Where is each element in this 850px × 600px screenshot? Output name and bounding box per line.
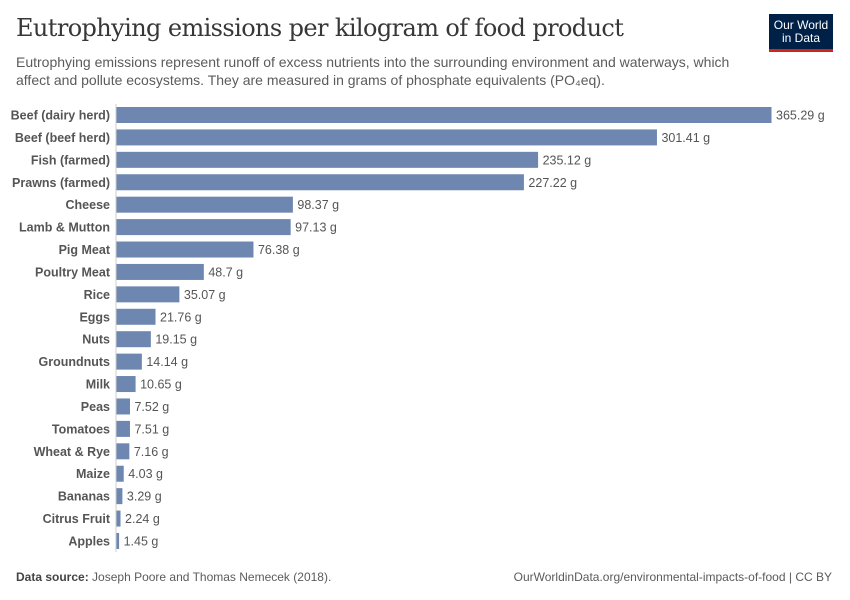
category-label: Milk bbox=[86, 378, 110, 392]
bar[interactable] bbox=[116, 331, 151, 348]
value-label: 35.07 g bbox=[184, 288, 226, 302]
category-label: Poultry Meat bbox=[35, 265, 111, 279]
bar[interactable] bbox=[116, 488, 123, 505]
category-label: Cheese bbox=[66, 198, 111, 212]
value-label: 76.38 g bbox=[258, 243, 300, 257]
category-label: Tomatoes bbox=[52, 422, 110, 436]
bar[interactable] bbox=[116, 353, 142, 370]
logo-line-2: in Data bbox=[781, 31, 821, 45]
category-label: Maize bbox=[76, 467, 110, 481]
bar[interactable] bbox=[116, 151, 539, 168]
category-label: Rice bbox=[84, 288, 110, 302]
bar[interactable] bbox=[116, 510, 121, 527]
bar[interactable] bbox=[116, 107, 772, 123]
category-label: Bananas bbox=[58, 490, 110, 504]
value-label: 98.37 g bbox=[297, 198, 339, 212]
category-label: Eggs bbox=[79, 310, 110, 324]
bar[interactable] bbox=[116, 532, 120, 549]
value-label: 21.76 g bbox=[160, 310, 202, 324]
value-label: 365.29 g bbox=[776, 109, 825, 123]
category-label: Pig Meat bbox=[59, 243, 111, 257]
category-label: Lamb & Mutton bbox=[19, 221, 110, 235]
category-label: Fish (farmed) bbox=[31, 153, 110, 167]
category-label: Prawns (farmed) bbox=[12, 176, 110, 190]
category-label: Peas bbox=[81, 400, 110, 414]
value-label: 48.7 g bbox=[208, 265, 243, 279]
category-label: Groundnuts bbox=[38, 355, 110, 369]
value-label: 235.12 g bbox=[543, 153, 592, 167]
logo-line-1: Our World bbox=[773, 18, 829, 32]
bar[interactable] bbox=[116, 465, 124, 482]
bar[interactable] bbox=[116, 286, 180, 303]
bar[interactable] bbox=[116, 129, 657, 146]
bar[interactable] bbox=[116, 420, 130, 437]
value-label: 301.41 g bbox=[661, 131, 710, 145]
value-label: 1.45 g bbox=[124, 534, 159, 548]
bar[interactable] bbox=[116, 308, 156, 325]
value-label: 4.03 g bbox=[128, 467, 163, 481]
bar-chart: Beef (dairy herd) 365.29 g Beef (beef herd… bbox=[11, 104, 825, 552]
source-text: Joseph Poore and Thomas Nemecek (2018). bbox=[92, 570, 332, 584]
value-label: 3.29 g bbox=[127, 490, 162, 504]
category-label: Wheat & Rye bbox=[34, 445, 110, 459]
bar[interactable] bbox=[116, 443, 130, 460]
value-label: 10.65 g bbox=[140, 378, 182, 392]
bar[interactable] bbox=[116, 174, 524, 191]
category-label: Nuts bbox=[82, 333, 110, 347]
category-label: Apples bbox=[68, 534, 110, 548]
source-label: Data source: bbox=[16, 570, 89, 584]
value-label: 2.24 g bbox=[125, 512, 160, 526]
owid-logo[interactable]: Our World in Data bbox=[769, 14, 833, 52]
value-label: 7.52 g bbox=[134, 400, 169, 414]
category-label: Beef (beef herd) bbox=[15, 131, 110, 145]
bar[interactable] bbox=[116, 219, 291, 236]
value-label: 227.22 g bbox=[528, 176, 577, 190]
category-label: Beef (dairy herd) bbox=[11, 109, 110, 123]
source-url[interactable]: OurWorldinData.org/environmental-impacts… bbox=[513, 570, 832, 584]
value-label: 19.15 g bbox=[155, 333, 197, 347]
value-label: 7.51 g bbox=[134, 422, 169, 436]
bar[interactable] bbox=[116, 241, 254, 258]
bar[interactable] bbox=[116, 263, 204, 280]
data-source: Data source: Joseph Poore and Thomas Nem… bbox=[16, 570, 331, 584]
category-label: Citrus Fruit bbox=[43, 512, 111, 526]
value-label: 14.14 g bbox=[146, 355, 188, 369]
value-label: 97.13 g bbox=[295, 221, 337, 235]
bar[interactable] bbox=[116, 376, 136, 393]
bar[interactable] bbox=[116, 196, 293, 213]
chart-title: Eutrophying emissions per kilogram of fo… bbox=[16, 14, 624, 42]
bar[interactable] bbox=[116, 398, 130, 415]
chart-subtitle: Eutrophying emissions represent runoff o… bbox=[16, 54, 730, 88]
value-label: 7.16 g bbox=[134, 445, 169, 459]
